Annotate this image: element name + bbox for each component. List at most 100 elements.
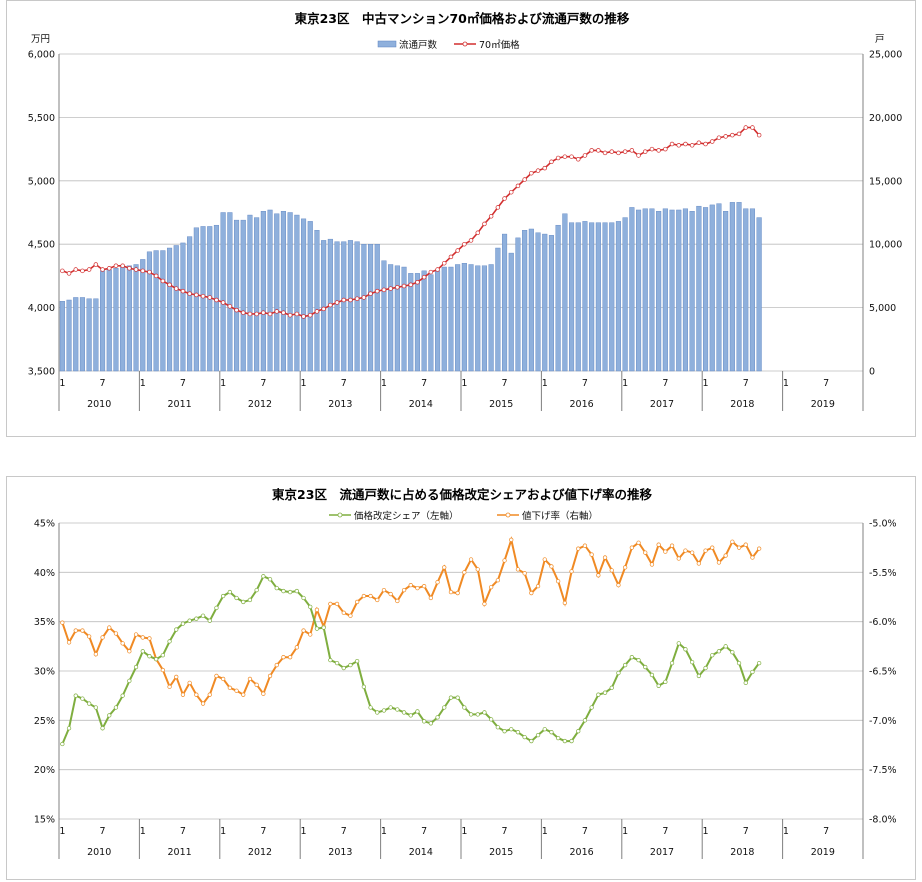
- price-point: [696, 140, 702, 146]
- listing-bar: [280, 211, 286, 372]
- revision-share-point: [73, 693, 78, 698]
- price-point: [321, 306, 326, 312]
- year-label: 2015: [489, 399, 513, 410]
- price-point: [194, 292, 199, 298]
- price-point: [750, 125, 755, 130]
- price-point: [381, 287, 387, 293]
- price-point: [455, 248, 460, 253]
- month-label: 1: [381, 378, 387, 389]
- listing-bar: [274, 213, 280, 372]
- year-label: 2010: [87, 847, 111, 858]
- revision-share-point: [616, 670, 621, 676]
- listing-bar: [140, 259, 146, 372]
- price-point: [549, 159, 554, 165]
- month-label: 1: [542, 378, 548, 389]
- listing-bar: [59, 301, 65, 372]
- legend-bar-swatch: [377, 40, 397, 48]
- revision-share-point: [716, 649, 722, 654]
- price-point: [167, 282, 172, 288]
- price-cut-rate-point: [502, 558, 507, 563]
- listing-bar: [361, 243, 367, 372]
- revision-share-point: [234, 595, 239, 601]
- price-cut-rate-point: [669, 543, 675, 548]
- left-tick-label: 5,000: [28, 176, 55, 187]
- left-tick-label: 30%: [34, 667, 55, 678]
- price-point: [609, 149, 614, 154]
- listing-bar: [421, 270, 427, 372]
- price-cut-rate-point: [301, 628, 306, 633]
- price-cut-rate-point: [73, 628, 78, 633]
- price-point: [709, 139, 715, 144]
- listing-bar: [368, 243, 374, 372]
- revision-share-point: [609, 685, 614, 690]
- revision-share-point: [261, 574, 266, 579]
- month-label: 7: [341, 378, 347, 389]
- revision-share-point: [462, 705, 467, 710]
- revision-share-point: [375, 710, 380, 715]
- price-cut-rate-point: [401, 587, 407, 593]
- price-cut-rate-point: [569, 569, 574, 574]
- revision-share-point: [187, 618, 192, 623]
- listing-bar: [488, 264, 494, 372]
- listing-bar: [341, 241, 347, 372]
- price-cut-rate-point: [348, 613, 353, 618]
- year-label: 2019: [811, 847, 835, 858]
- price-cut-rate-point: [214, 673, 219, 679]
- revision-share-point: [582, 718, 588, 723]
- price-point: [368, 291, 373, 296]
- price-point: [294, 311, 300, 317]
- price-cut-rate-point: [355, 599, 360, 605]
- month-label: 1: [622, 378, 628, 389]
- revision-share-point: [656, 683, 661, 688]
- chart2-title: 東京23区 流通戸数に占める価格改定シェアおよび値下げ率の推移: [272, 487, 652, 502]
- price-cut-rate-point: [308, 632, 313, 637]
- listing-bar: [227, 212, 233, 372]
- price-point: [683, 141, 688, 147]
- price-cut-rate-point: [435, 580, 440, 585]
- revision-share-point: [676, 641, 681, 646]
- price-point: [180, 288, 186, 294]
- listing-bar: [160, 250, 166, 372]
- legend-share-label: 価格改定シェア（左軸）: [354, 510, 459, 522]
- listing-bar: [508, 252, 514, 372]
- year-label: 2012: [248, 399, 272, 410]
- revision-share-point: [502, 729, 507, 734]
- price-cut-rate-point: [180, 692, 186, 697]
- left-tick-label: 40%: [34, 568, 55, 579]
- price-cut-rate-point: [468, 557, 474, 562]
- revision-share-point: [267, 577, 273, 582]
- listing-bar: [234, 219, 240, 372]
- price-cut-rate-point: [261, 691, 266, 696]
- price-point: [636, 153, 641, 158]
- revision-share-point: [442, 705, 447, 710]
- revision-share-point: [509, 727, 514, 732]
- revision-share-point: [86, 701, 92, 706]
- month-label: 1: [783, 826, 789, 837]
- month-label: 1: [301, 378, 307, 389]
- right-tick-label: 25,000: [869, 50, 902, 61]
- revision-share-point: [730, 650, 735, 655]
- price-cut-rate-point: [696, 561, 701, 566]
- price-cut-rate-point: [93, 652, 98, 657]
- listing-bar: [388, 264, 394, 372]
- revision-share-point: [683, 647, 688, 652]
- year-label: 2016: [570, 847, 594, 858]
- listing-bar: [682, 208, 688, 372]
- price-cut-rate-point: [730, 539, 735, 544]
- listing-bar: [394, 265, 400, 372]
- price-point: [689, 143, 695, 148]
- listing-bar: [294, 214, 300, 372]
- price-point: [388, 286, 393, 291]
- price-cut-rate-point: [629, 545, 634, 550]
- right-tick-label: -7.5%: [869, 765, 897, 776]
- revision-share-point: [80, 696, 85, 701]
- price-point: [448, 254, 454, 260]
- revision-share-point: [522, 734, 527, 740]
- price-point: [241, 310, 246, 315]
- revision-share-point: [174, 627, 179, 632]
- revision-share-point: [381, 708, 387, 713]
- listing-bar: [495, 247, 501, 372]
- price-point: [435, 267, 440, 272]
- price-cut-rate-point: [522, 571, 527, 576]
- price-cut-rate-point: [200, 701, 206, 706]
